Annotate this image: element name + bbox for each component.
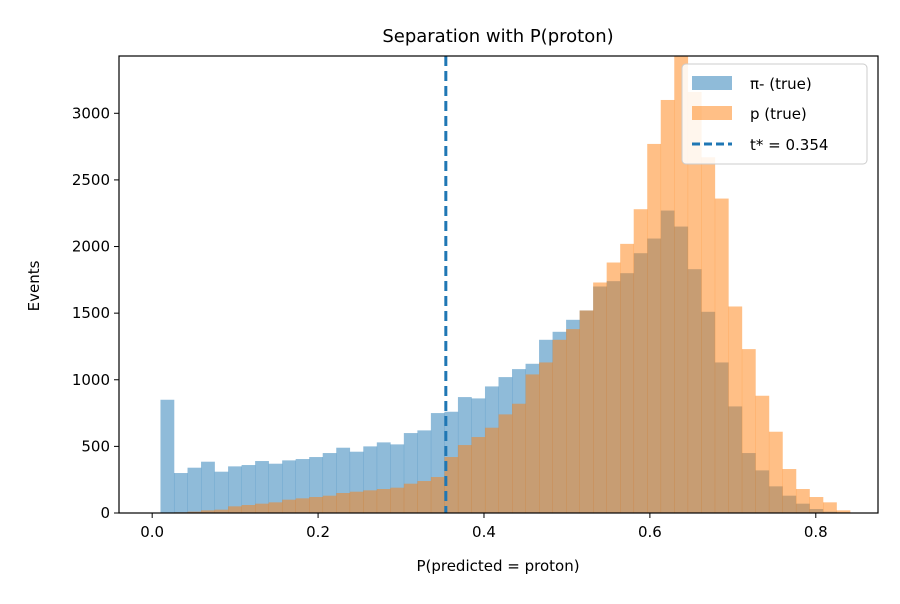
legend-label-proton: p (true) bbox=[750, 105, 807, 123]
pion-bar bbox=[174, 473, 188, 513]
proton-bar bbox=[782, 469, 796, 513]
pion-bar bbox=[228, 466, 242, 513]
proton-bar bbox=[526, 374, 540, 513]
legend-swatch-proton bbox=[692, 106, 732, 120]
proton-bar bbox=[566, 329, 580, 513]
proton-bar bbox=[377, 489, 391, 513]
proton-bar bbox=[269, 502, 283, 513]
pion-bar bbox=[188, 468, 202, 513]
proton-bar bbox=[471, 437, 485, 513]
y-tick-label: 3000 bbox=[72, 104, 110, 122]
legend: π- (true) p (true) t* = 0.354 bbox=[682, 64, 867, 164]
proton-bar bbox=[417, 481, 431, 513]
y-tick-label: 500 bbox=[81, 437, 110, 455]
proton-bar bbox=[242, 505, 256, 513]
proton-bar bbox=[485, 428, 499, 513]
proton-bar bbox=[282, 500, 296, 513]
proton-bar bbox=[701, 157, 715, 513]
proton-bar bbox=[796, 489, 810, 513]
proton-bar bbox=[755, 396, 769, 513]
chart-title: Separation with P(proton) bbox=[382, 26, 613, 47]
proton-bar bbox=[553, 340, 567, 513]
pion-bar bbox=[160, 400, 174, 513]
y-tick-label: 2500 bbox=[72, 171, 110, 189]
y-tick-label: 2000 bbox=[72, 238, 110, 256]
proton-bar bbox=[363, 490, 377, 513]
legend-label-threshold: t* = 0.354 bbox=[750, 136, 828, 154]
x-tick-label: 0.4 bbox=[472, 523, 496, 541]
legend-swatch-pion bbox=[692, 76, 732, 90]
proton-bar bbox=[634, 209, 648, 513]
proton-bar bbox=[404, 484, 418, 513]
x-tick-label: 0.2 bbox=[306, 523, 330, 541]
y-tick-label: 1500 bbox=[72, 304, 110, 322]
y-axis-title: Events bbox=[25, 260, 43, 311]
proton-bar bbox=[255, 504, 269, 513]
proton-bar bbox=[742, 349, 756, 513]
proton-bar bbox=[620, 244, 634, 513]
proton-bar bbox=[309, 497, 323, 513]
x-tick-label: 0.6 bbox=[638, 523, 662, 541]
y-tick-label: 1000 bbox=[72, 371, 110, 389]
legend-label-pion: π- (true) bbox=[750, 75, 812, 93]
proton-bar bbox=[593, 283, 607, 513]
proton-bar bbox=[661, 100, 675, 513]
proton-bar bbox=[607, 263, 621, 513]
x-tick-label: 0.0 bbox=[140, 523, 164, 541]
x-axis-title: P(predicted = proton) bbox=[416, 557, 579, 575]
proton-bar bbox=[715, 199, 729, 513]
proton-bar bbox=[228, 506, 242, 513]
proton-bar bbox=[728, 306, 742, 513]
proton-bar bbox=[390, 488, 404, 513]
x-axis-ticks: 0.0 0.2 0.4 0.6 0.8 bbox=[140, 513, 827, 541]
proton-bar bbox=[823, 502, 837, 513]
proton-bar bbox=[296, 498, 310, 513]
proton-bar bbox=[539, 362, 553, 513]
proton-bar bbox=[580, 310, 594, 513]
proton-bar bbox=[431, 477, 445, 513]
pion-bar bbox=[201, 462, 215, 513]
proton-bar bbox=[769, 432, 783, 513]
x-tick-label: 0.8 bbox=[804, 523, 828, 541]
proton-bar bbox=[323, 496, 337, 513]
proton-bar bbox=[350, 492, 364, 513]
pion-bar bbox=[215, 472, 229, 513]
proton-bar bbox=[499, 414, 513, 513]
proton-bar bbox=[458, 445, 472, 513]
proton-bar bbox=[809, 497, 823, 513]
proton-bar bbox=[647, 144, 661, 513]
y-axis-ticks: 0 500 1000 1500 2000 2500 3000 bbox=[72, 104, 119, 522]
proton-bar bbox=[336, 493, 350, 513]
proton-bar bbox=[512, 404, 526, 513]
y-tick-label: 0 bbox=[100, 504, 110, 522]
